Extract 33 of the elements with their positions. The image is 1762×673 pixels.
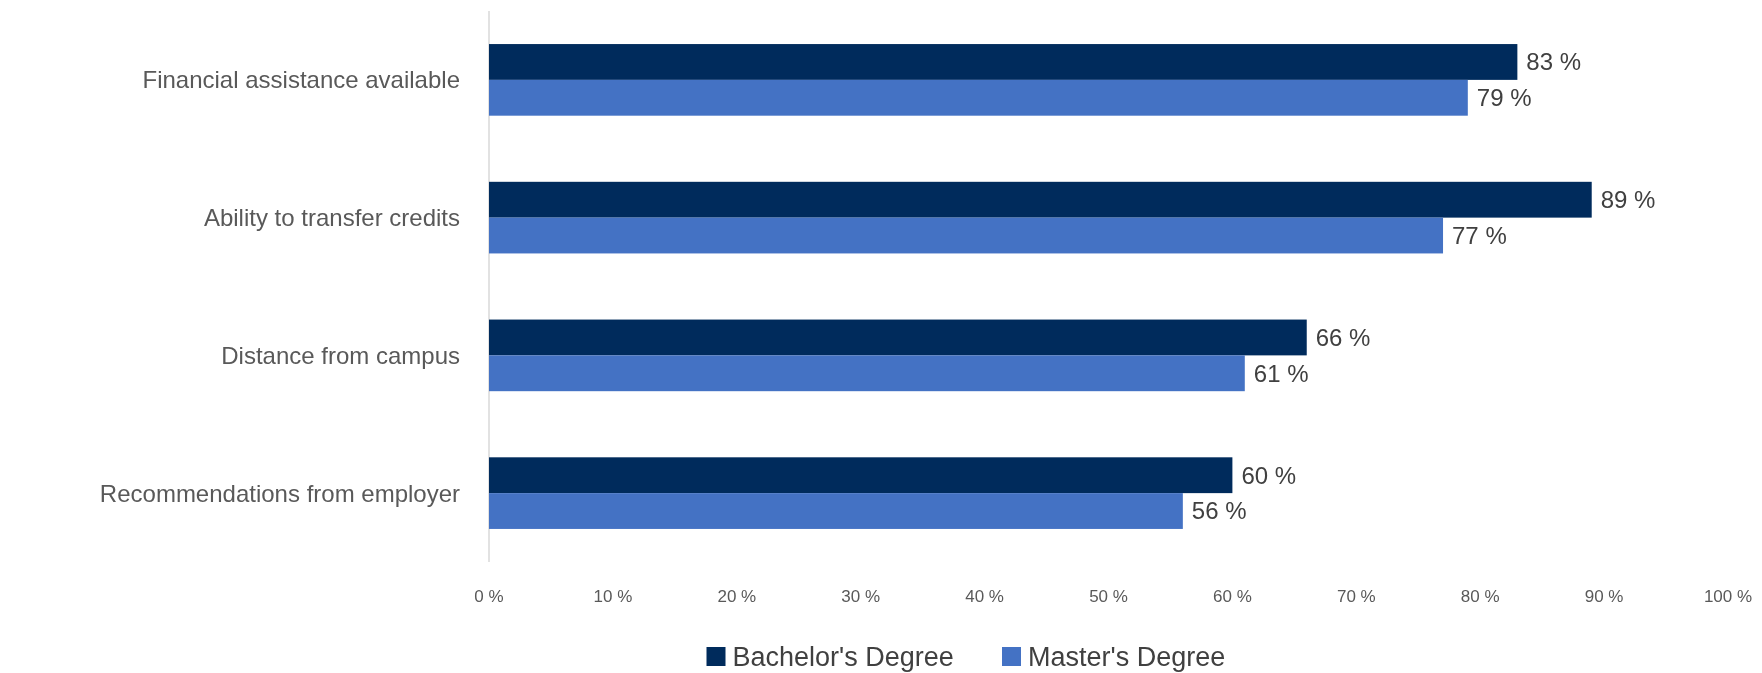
x-tick-label: 80 % [1460, 586, 1500, 606]
bar [489, 44, 1518, 80]
x-tick-label: 20 % [717, 586, 757, 606]
legend-label: Bachelor's Degree [732, 642, 954, 673]
data-label: 61 % [1253, 359, 1309, 387]
bar [489, 319, 1307, 356]
bar [489, 457, 1233, 494]
y-tick-label: Distance from campus [221, 341, 460, 369]
data-label: 83 % [1526, 48, 1582, 76]
data-label: 89 % [1600, 186, 1656, 214]
x-tick-label: 10 % [593, 586, 633, 606]
data-label: 77 % [1452, 221, 1507, 249]
x-tick-label: 60 % [1213, 586, 1252, 606]
x-tick-label: 30 % [841, 586, 881, 606]
x-tick-label: 90 % [1584, 586, 1624, 606]
bar [489, 355, 1245, 392]
x-tick-label: 50 % [1089, 586, 1128, 606]
data-label: 66 % [1315, 323, 1371, 351]
x-tick-label: 100 % [1703, 586, 1753, 606]
x-tick-label: 0 % [474, 586, 504, 606]
bar [489, 79, 1468, 116]
data-label: 79 % [1476, 84, 1532, 112]
y-tick-label: Financial assistance available [142, 66, 460, 94]
x-tick-label: 40 % [965, 586, 1004, 606]
bar [489, 493, 1183, 529]
bar [489, 217, 1444, 254]
legend-label: Master's Degree [1028, 642, 1226, 673]
y-tick-label: Recommendations from employer [99, 479, 461, 507]
data-label: 60 % [1241, 461, 1297, 489]
bar [489, 181, 1592, 218]
data-label: 56 % [1191, 497, 1247, 525]
y-tick-label: Ability to transfer credits [203, 204, 460, 232]
x-tick-label: 70 % [1336, 586, 1376, 606]
